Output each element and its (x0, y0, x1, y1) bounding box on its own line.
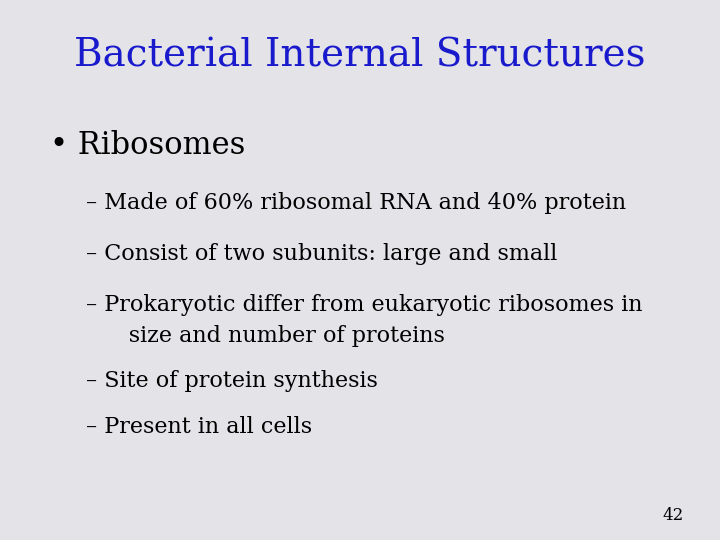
Text: – Prokaryotic differ from eukaryotic ribosomes in
      size and number of prote: – Prokaryotic differ from eukaryotic rib… (86, 294, 643, 347)
Text: 42: 42 (662, 507, 684, 524)
Text: Bacterial Internal Structures: Bacterial Internal Structures (74, 38, 646, 75)
Text: – Present in all cells: – Present in all cells (86, 416, 312, 438)
Text: • Ribosomes: • Ribosomes (50, 130, 246, 160)
Text: – Made of 60% ribosomal RNA and 40% protein: – Made of 60% ribosomal RNA and 40% prot… (86, 192, 626, 214)
Text: – Consist of two subunits: large and small: – Consist of two subunits: large and sma… (86, 243, 558, 265)
Text: – Site of protein synthesis: – Site of protein synthesis (86, 370, 378, 392)
